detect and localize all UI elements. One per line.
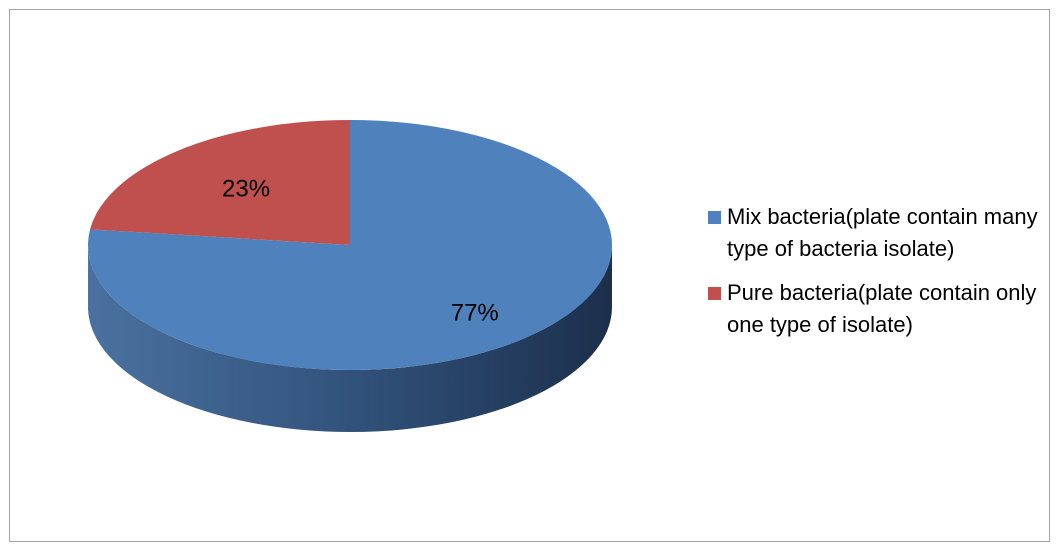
legend-item-pure: Pure bacteria(plate contain only one typ… (708, 277, 1053, 341)
data-label-0: 77% (451, 300, 499, 327)
pie-slice-1 (90, 120, 350, 245)
legend: Mix bacteria(plate contain many type of … (708, 201, 1053, 353)
legend-label-pure: Pure bacteria(plate contain only one typ… (727, 280, 1037, 337)
legend-item-mix: Mix bacteria(plate contain many type of … (708, 201, 1053, 265)
legend-swatch-mix (708, 211, 721, 224)
data-label-1: 23% (222, 176, 270, 203)
legend-swatch-pure (708, 287, 721, 300)
pie-side-0-0 (88, 245, 612, 433)
pie-slice-0 (87, 120, 612, 370)
legend-label-mix: Mix bacteria(plate contain many type of … (727, 204, 1038, 261)
